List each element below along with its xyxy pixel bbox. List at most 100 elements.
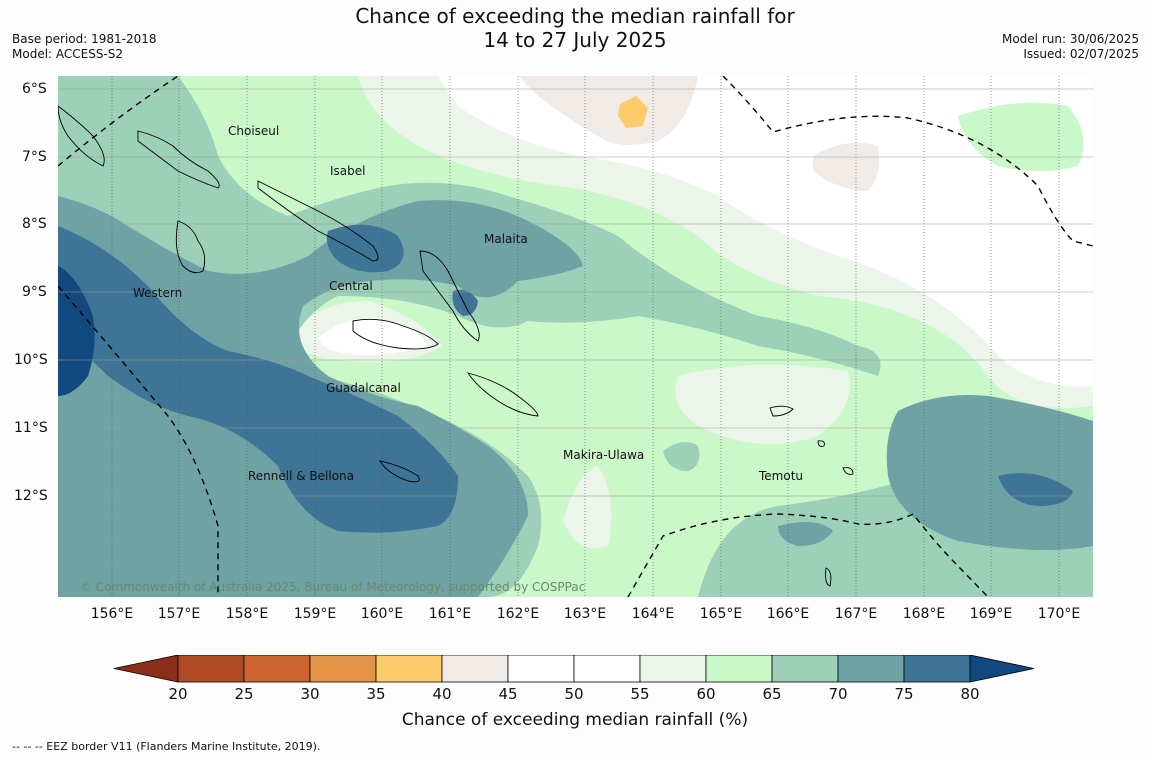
island-temotu-1 [769,405,794,417]
colorbar-tick-label: 55 [630,685,650,703]
colorbar-extend-high [969,655,1035,683]
colorbar-segment [705,655,773,683]
colorbar-tick-label: 25 [234,685,254,703]
lat-label: 9°S [22,284,47,300]
colorbar-tick-label: 50 [564,685,584,703]
title-line-2: 14 to 27 July 2025 [483,28,667,52]
lat-label: 8°S [22,216,47,232]
colorbar-segment [837,655,905,683]
lat-label: 12°S [14,488,48,504]
zone-65-70-small [663,442,700,471]
lat-label: 7°S [22,149,47,165]
lat-label: 6°S [22,81,47,97]
colorbar-segment [573,655,641,683]
lat-label: 11°S [14,420,48,436]
rainfall-map [58,76,1093,597]
colorbar-tick-label: 75 [894,685,914,703]
zone-70-75-east [886,395,1093,550]
island-rennell [379,460,420,483]
colorbar-tick-label: 60 [696,685,716,703]
island-makira [466,372,539,417]
island-temotu-3 [842,467,854,475]
colorbar-tick-label: 65 [762,685,782,703]
place-label-makira: Makira-Ulawa [563,448,645,462]
colorbar-segment [903,655,971,683]
run-info: Model run: 30/06/2025 Issued: 02/07/2025 [1002,32,1139,62]
lon-label: 169°E [969,606,1013,622]
island-guadalcanal [352,318,439,350]
colorbar-segment [507,655,575,683]
map-title: Chance of exceeding the median rainfall … [0,4,1150,52]
lon-label: 157°E [157,606,201,622]
place-label-western: Western [133,286,183,300]
lon-label: 156°E [90,606,134,622]
island-temotu-4 [825,567,832,587]
place-label-central: Central [329,279,373,293]
lon-label: 163°E [563,606,607,622]
place-label-guadalcanal: Guadalcanal [326,381,401,395]
colorbar-segment [771,655,839,683]
colorbar [114,655,1035,683]
colorbar-label: Chance of exceeding median rainfall (%) [401,710,749,730]
colorbar-tick-label: 30 [300,685,320,703]
place-label-rennell: Rennell & Bellona [248,469,355,483]
model-name: Model: ACCESS-S2 [12,47,124,61]
colorbar-segment [243,655,311,683]
lon-label: 161°E [428,606,472,622]
lon-label: 170°E [1037,606,1081,622]
colorbar-tick-label: 20 [168,685,188,703]
island-isabel [257,180,379,262]
zone-35-40 [618,96,648,128]
lon-label: 165°E [699,606,743,622]
lon-label: 162°E [496,606,540,622]
lon-label: 164°E [631,606,675,622]
island-choiseul [137,130,220,189]
lon-label: 166°E [766,606,810,622]
lat-label: 10°S [14,352,48,368]
colorbar-tick-label: 70 [828,685,848,703]
zone-80-plus [58,266,95,396]
place-label-malaita: Malaita [484,232,528,246]
colorbar-tick-label: 40 [432,685,452,703]
colorbar-segment [309,655,377,683]
colorbar-segment [639,655,707,683]
model-info: Base period: 1981-2018 Model: ACCESS-S2 [12,32,157,62]
lon-label: 159°E [293,606,337,622]
map-canvas [58,76,1093,597]
island-temotu-2 [817,440,825,447]
zone-55-60-se [675,364,850,444]
place-label-temotu: Temotu [759,469,804,483]
model-run: Model run: 30/06/2025 [1001,32,1139,46]
lon-label: 158°E [225,606,269,622]
base-period: Base period: 1981-2018 [12,32,157,46]
lon-label: 160°E [360,606,404,622]
island-bougainville [58,105,105,167]
zone-45-55-guadal [318,317,428,355]
colorbar-tick-label: 45 [498,685,518,703]
place-label-choiseul: Choiseul [228,124,280,138]
colorbar-segment [441,655,509,683]
colorbar-segment [177,655,245,683]
colorbar-tick-label: 35 [366,685,386,703]
eez-legend-note: -- -- -- EEZ border V11 (Flanders Marine… [12,740,321,753]
zone-40-45-east [813,142,880,191]
zone-75-80-ne [452,289,478,316]
title-line-1: Chance of exceeding the median rainfall … [355,4,795,28]
place-label-isabel: Isabel [330,164,366,178]
lat-lines [58,88,1093,497]
zone-55-60-south [563,466,612,549]
lon-label: 167°E [834,606,878,622]
zone-60-65-ne [958,102,1084,171]
copyright-notice: © Commonwealth of Australia 2025, Bureau… [80,580,586,594]
zone-75-80-west [58,226,458,533]
colorbar-segments [114,655,1035,683]
zone-75-80-east [998,473,1073,506]
island-western [175,220,206,274]
eez-borders [58,76,1093,597]
lon-label: 168°E [902,606,946,622]
coastlines [58,105,854,587]
issued-date: Issued: 02/07/2025 [1023,47,1139,61]
zone-75-80-malaita [326,224,404,273]
colorbar-extend-low [114,655,179,683]
colorbar-segment [375,655,443,683]
